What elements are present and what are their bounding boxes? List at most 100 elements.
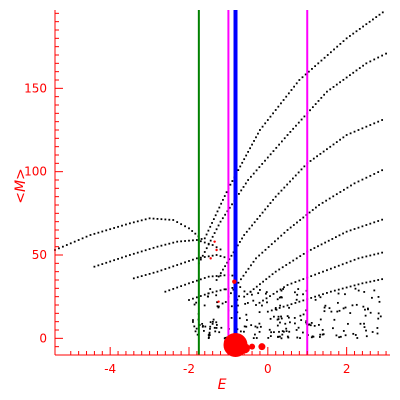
data-point [261,125,264,128]
data-point [361,282,364,285]
data-point [269,115,272,118]
data-point [345,230,348,233]
data-point [195,279,198,282]
data-point [326,90,328,93]
data-point [385,52,387,55]
data-point [307,70,310,73]
data-point [286,304,289,307]
data-point [345,286,348,289]
data-point [255,304,257,306]
cloud-point [310,336,313,339]
data-point [329,145,332,148]
data-point [294,174,297,177]
cloud-point [323,310,326,313]
data-point [209,225,212,228]
data-point [365,281,368,284]
red-marker [232,279,237,284]
cloud-point [377,312,380,315]
cloud-point [319,296,322,299]
cloud-point [378,300,381,303]
data-point [136,220,139,223]
data-point [295,82,298,85]
data-point [160,218,163,221]
red-marker [239,343,250,354]
cloud-point [310,322,313,324]
data-point [314,65,317,68]
data-point [266,119,269,121]
data-point [128,254,131,256]
data-point [213,232,216,234]
cloud-point [259,289,261,291]
data-point [377,171,380,173]
data-point [333,266,336,269]
cloud-point [221,302,224,305]
data-point [222,198,224,201]
cloud-point [266,301,268,304]
data-point [191,230,194,232]
cloud-point [277,318,280,320]
data-point [274,308,277,311]
data-point [282,305,285,308]
data-point [345,76,348,79]
data-point [299,255,302,258]
data-point [373,279,376,282]
cloud-point [254,333,256,336]
data-point [255,169,258,172]
cloud-point [322,333,325,336]
cloud-point [296,336,299,339]
data-point [195,296,198,299]
data-point [101,263,104,265]
data-point [309,248,312,251]
data-point [303,115,306,118]
red-marker [258,343,266,351]
cloud-point [256,326,259,329]
data-point [93,232,96,235]
cloud-point [357,289,360,292]
data-point [353,228,356,230]
data-point [257,132,259,135]
data-point [207,275,210,278]
data-point [144,218,147,221]
cloud-point [352,332,355,335]
data-point [333,289,336,292]
cloud-point [363,322,365,325]
cloud-point [280,315,282,318]
cloud-point [305,321,307,324]
data-point [381,278,384,281]
cloud-point [217,305,220,308]
cloud-point [252,337,255,340]
data-point [172,241,175,244]
cloud-point [363,326,366,328]
data-point [251,224,253,227]
data-point [332,143,335,146]
data-point [353,130,356,133]
y-tick-label: 100 [24,165,47,179]
data-point [300,118,303,121]
cloud-point [208,334,211,336]
data-point [215,254,218,256]
point-series [266,278,384,313]
data-point [250,264,252,267]
cloud-point [332,327,334,330]
data-point [278,143,280,146]
data-point [345,261,348,264]
data-point [251,143,253,146]
point-series [132,254,226,280]
data-point [109,228,112,231]
cloud-point [208,331,211,334]
data-point [349,260,352,263]
cloud-point [239,330,242,333]
data-point [272,198,274,201]
data-point [321,201,324,204]
cloud-point [377,296,380,298]
data-point [361,256,364,259]
cloud-point [299,314,302,317]
data-point [266,310,269,313]
data-point [295,124,297,127]
data-point [221,217,224,220]
data-point [152,217,155,220]
data-point [245,154,248,157]
data-point [176,286,179,289]
data-point [361,225,364,228]
cloud-point [338,336,341,339]
